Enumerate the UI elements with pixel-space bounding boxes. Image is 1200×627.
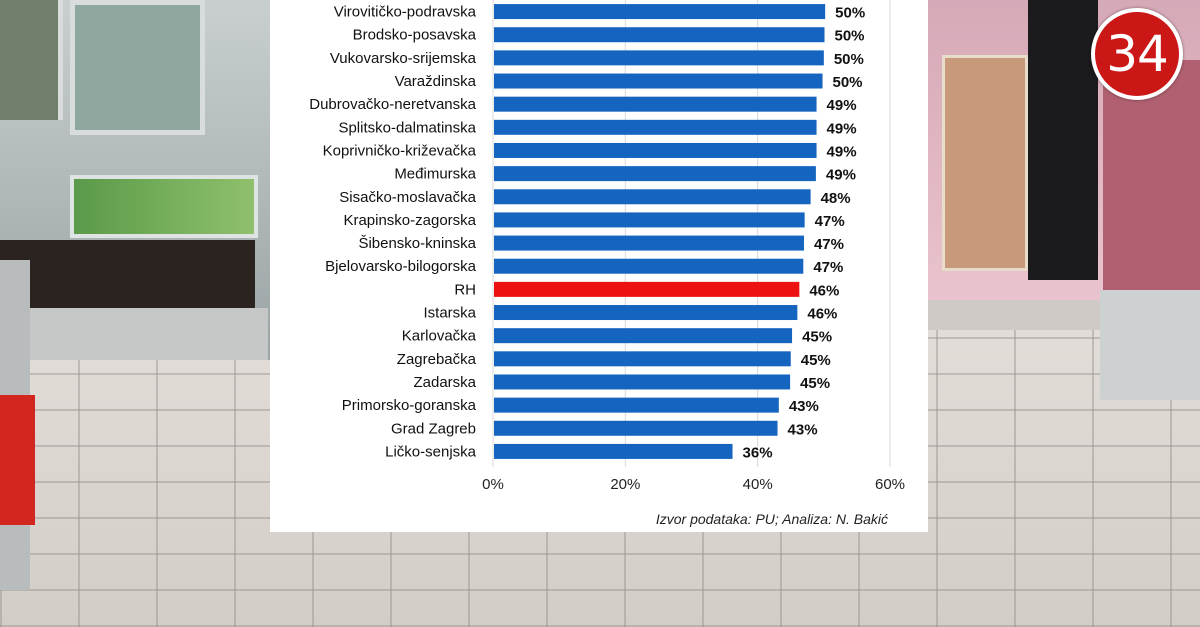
bar [494,73,823,89]
data-label: 47% [813,259,843,276]
bar [494,212,805,228]
category-label: Zagrebačka [397,351,477,368]
bar [494,50,824,66]
category-label: RH [454,281,476,298]
data-label: 48% [821,190,851,207]
data-label: 50% [833,74,863,91]
data-label: 49% [827,120,857,137]
data-label: 49% [826,167,856,184]
chart-card: Virovitičko-podravska Brodsko-posavska Vuk… [270,0,928,532]
bar [494,374,791,390]
data-label: 43% [789,398,819,415]
bar [494,189,811,205]
bar [494,420,778,436]
data-label: 45% [801,352,831,369]
bar [494,142,817,158]
category-label: Varaždinska [395,73,477,90]
x-tick-label: 40% [743,476,773,493]
bar [494,328,793,344]
bar [494,4,826,20]
source-note: Izvor podataka: PU; Analiza: N. Bakić [656,511,888,527]
x-tick-label: 0% [482,476,504,493]
category-label: Vukovarsko-srijemska [330,50,477,67]
category-label: Sisačko-moslavačka [339,189,476,206]
bar [494,397,779,413]
category-label: Šibensko-kninska [358,235,476,252]
bar [494,27,825,43]
data-label: 47% [814,236,844,253]
bar-highlight [494,281,800,297]
category-label: Virovitičko-podravska [334,4,477,21]
data-label: 45% [802,329,832,346]
category-label: Istarska [423,305,476,322]
category-label: Zadarska [413,374,476,391]
data-label: 47% [815,213,845,230]
bar [494,119,817,135]
data-label: 49% [827,97,857,114]
category-label: Karlovačka [402,328,477,345]
data-label: 49% [827,143,857,160]
data-label: 45% [800,375,830,392]
category-label: Primorsko-goranska [342,397,477,414]
bar [494,443,733,459]
bar [494,235,804,251]
x-tick-label: 20% [610,476,640,493]
data-label: 36% [743,444,773,461]
category-label: Koprivničko-križevačka [323,142,477,159]
category-label: Brodsko-posavska [353,27,477,44]
category-label: Ličko-senjska [385,443,477,460]
category-label: Međimurska [394,166,476,183]
category-label: Grad Zagreb [391,420,476,437]
category-label: Krapinsko-zagorska [343,212,476,229]
category-label: Bjelovarsko-bilogorska [325,258,477,275]
data-label: 46% [809,282,839,299]
freezer-left [0,0,270,360]
bar [494,258,804,274]
data-label: 50% [834,28,864,45]
data-label: 43% [788,421,818,438]
logo-text: 34 [1106,25,1169,83]
bar [494,305,798,321]
channel-34-logo[interactable]: 34 [1091,8,1183,100]
data-label: 50% [834,51,864,68]
bar [494,96,817,112]
bar [494,166,816,182]
category-label: Dubrovačko-neretvanska [309,96,476,113]
bar [494,351,791,367]
category-label: Splitsko-dalmatinska [338,119,476,136]
x-tick-label: 60% [875,476,905,493]
data-label: 50% [835,5,865,22]
data-label: 46% [807,306,837,323]
bar-chart: Virovitičko-podravska Brodsko-posavska Vuk… [309,0,905,527]
red-panel [0,395,35,525]
fridge-base-right [1100,290,1200,400]
